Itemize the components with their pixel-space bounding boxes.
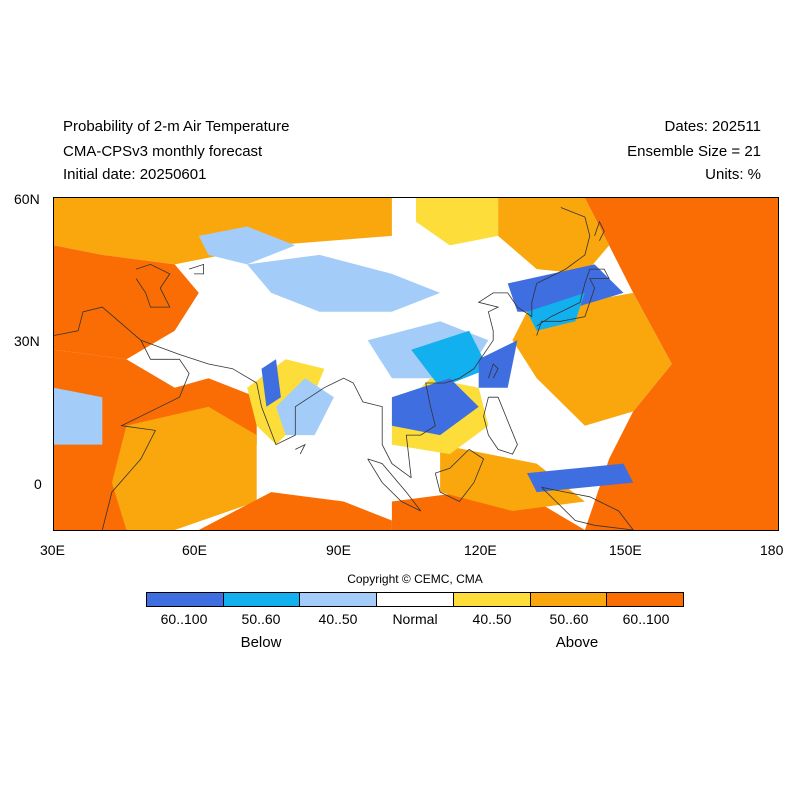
coast-borneo — [434, 448, 485, 503]
coast-south-asia — [140, 339, 412, 479]
legend-label-above-50-60: 50..60 — [549, 611, 589, 627]
coast-philippines — [483, 396, 518, 455]
field-indian-ocean — [198, 492, 392, 530]
field-indochina-dark — [391, 378, 479, 436]
legend-above-label: Above — [555, 634, 599, 651]
field-africa-blue — [54, 387, 103, 445]
field-taiwan-dark — [478, 340, 518, 388]
forecast-dates: Dates: 202511 — [664, 118, 761, 135]
units-label: Units: % — [705, 166, 761, 183]
field-pacific-dark — [527, 463, 634, 493]
color-legend — [146, 592, 684, 607]
legend-label-normal: Normal — [392, 611, 438, 627]
coast-sumatra — [367, 458, 422, 512]
legend-box-below-50-60 — [223, 593, 301, 606]
field-india-blue — [276, 378, 334, 436]
legend-box-below-40-50 — [300, 593, 378, 606]
lon-label-30e: 30E — [40, 542, 65, 558]
legend-box-normal — [377, 593, 454, 606]
legend-box-below-60-100 — [147, 593, 224, 606]
map-panel — [53, 197, 779, 531]
lon-label-120e: 120E — [464, 542, 497, 558]
lon-label-90e: 90E — [326, 542, 351, 558]
lat-label-60n: 60N — [14, 191, 40, 207]
field-central-asia-blue — [247, 254, 441, 312]
coastlines — [54, 207, 634, 530]
field-china-cyan — [411, 330, 489, 388]
legend-label-above-40-50: 40..50 — [472, 611, 512, 627]
legend-label-below-60-100: 60..100 — [160, 611, 208, 627]
lat-label-0: 0 — [34, 476, 42, 492]
coast-caspian — [135, 263, 171, 308]
coast-arabia-africa — [54, 306, 190, 530]
lon-label-150e: 150E — [609, 542, 642, 558]
coast-sri-lanka — [295, 443, 306, 455]
ensemble-size: Ensemble Size = 21 — [627, 143, 761, 160]
figure-title: Probability of 2-m Air Temperature — [63, 118, 290, 135]
legend-box-above-60-100 — [607, 593, 684, 606]
probability-map — [54, 198, 778, 530]
legend-label-below-50-60: 50..60 — [241, 611, 281, 627]
lon-label-60e: 60E — [182, 542, 207, 558]
lon-label-180: 180 — [760, 542, 784, 558]
field-arabian-sea — [111, 406, 257, 530]
legend-box-above-50-60 — [530, 593, 608, 606]
field-japan-dark — [507, 264, 624, 312]
coast-japan — [536, 268, 610, 336]
lat-label-30n: 30N — [14, 333, 40, 349]
coast-taiwan — [488, 363, 499, 379]
field-west-asia — [54, 245, 199, 360]
field-north-band — [54, 198, 392, 265]
field-siberia-yellow — [416, 198, 499, 246]
field-north-pacific — [584, 198, 778, 530]
legend-label-below-40-50: 40..50 — [318, 611, 358, 627]
legend-label-above-60-100: 60..100 — [622, 611, 670, 627]
coast-aral — [188, 263, 205, 275]
coast-east-asia — [405, 207, 591, 478]
field-far-east — [498, 198, 610, 274]
legend-box-above-40-50 — [453, 593, 531, 606]
model-name: CMA-CPSv3 monthly forecast — [63, 143, 263, 160]
initial-date: Initial date: 20250601 — [63, 166, 207, 183]
coast-sakhalin — [594, 220, 605, 241]
field-west-india-dark — [261, 359, 281, 407]
coast-new-guinea — [541, 486, 634, 530]
copyright-notice: Copyright © CEMC, CMA — [347, 572, 483, 586]
field-kazakh-blue — [198, 226, 296, 265]
legend-below-label: Below — [240, 634, 282, 651]
